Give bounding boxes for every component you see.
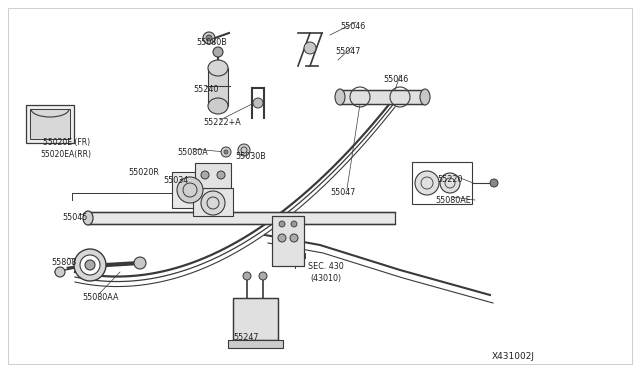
Bar xyxy=(195,163,231,188)
Circle shape xyxy=(177,177,203,203)
Text: 55080AA: 55080AA xyxy=(82,293,118,302)
Text: X431002J: X431002J xyxy=(492,352,535,361)
Text: 55034: 55034 xyxy=(163,176,188,185)
Bar xyxy=(193,188,233,216)
Bar xyxy=(30,109,70,139)
Ellipse shape xyxy=(83,211,93,225)
Bar xyxy=(172,172,208,208)
Circle shape xyxy=(304,42,316,54)
Text: 55240: 55240 xyxy=(193,85,218,94)
Text: 55046: 55046 xyxy=(383,75,408,84)
Circle shape xyxy=(224,150,228,154)
Text: 55020E (FR): 55020E (FR) xyxy=(43,138,90,147)
Circle shape xyxy=(85,260,95,270)
Text: 55047: 55047 xyxy=(330,188,355,197)
Circle shape xyxy=(440,173,460,193)
Text: 55030B: 55030B xyxy=(235,152,266,161)
Circle shape xyxy=(290,234,298,242)
Bar xyxy=(340,90,425,104)
Bar xyxy=(228,340,283,348)
Circle shape xyxy=(213,47,223,57)
Circle shape xyxy=(415,171,439,195)
Circle shape xyxy=(201,171,209,179)
Circle shape xyxy=(80,255,100,275)
Text: 55247: 55247 xyxy=(233,333,259,342)
Bar xyxy=(272,216,304,266)
Circle shape xyxy=(490,179,498,187)
Circle shape xyxy=(238,144,250,156)
Text: SEC. 430: SEC. 430 xyxy=(308,262,344,271)
Text: 55046: 55046 xyxy=(340,22,365,31)
Bar xyxy=(233,298,278,340)
Text: 55222+A: 55222+A xyxy=(203,118,241,127)
Ellipse shape xyxy=(208,60,228,76)
Circle shape xyxy=(243,272,251,280)
Text: 55080AE: 55080AE xyxy=(435,196,471,205)
Bar xyxy=(26,105,74,143)
Circle shape xyxy=(74,249,106,281)
Text: 55080B: 55080B xyxy=(196,38,227,47)
Circle shape xyxy=(206,35,212,41)
Bar xyxy=(233,298,278,340)
Text: 55080A: 55080A xyxy=(177,148,208,157)
Bar xyxy=(88,212,395,224)
Circle shape xyxy=(291,221,297,227)
Circle shape xyxy=(55,267,65,277)
Circle shape xyxy=(217,171,225,179)
Bar xyxy=(412,162,472,204)
Circle shape xyxy=(221,147,231,157)
Ellipse shape xyxy=(335,89,345,105)
Text: 55047: 55047 xyxy=(335,47,360,56)
Bar xyxy=(272,216,304,266)
Ellipse shape xyxy=(420,89,430,105)
Ellipse shape xyxy=(208,98,228,114)
Text: 55045: 55045 xyxy=(62,213,88,222)
Circle shape xyxy=(203,32,215,44)
Circle shape xyxy=(259,272,267,280)
Bar xyxy=(208,68,228,106)
Circle shape xyxy=(278,234,286,242)
Circle shape xyxy=(253,98,263,108)
Text: (43010): (43010) xyxy=(310,274,341,283)
Text: 55020R: 55020R xyxy=(128,168,159,177)
Text: 55220: 55220 xyxy=(437,175,463,184)
Circle shape xyxy=(279,221,285,227)
Circle shape xyxy=(134,257,146,269)
Text: 55808: 55808 xyxy=(51,258,76,267)
Text: 55020EA(RR): 55020EA(RR) xyxy=(40,150,91,159)
Circle shape xyxy=(201,191,225,215)
